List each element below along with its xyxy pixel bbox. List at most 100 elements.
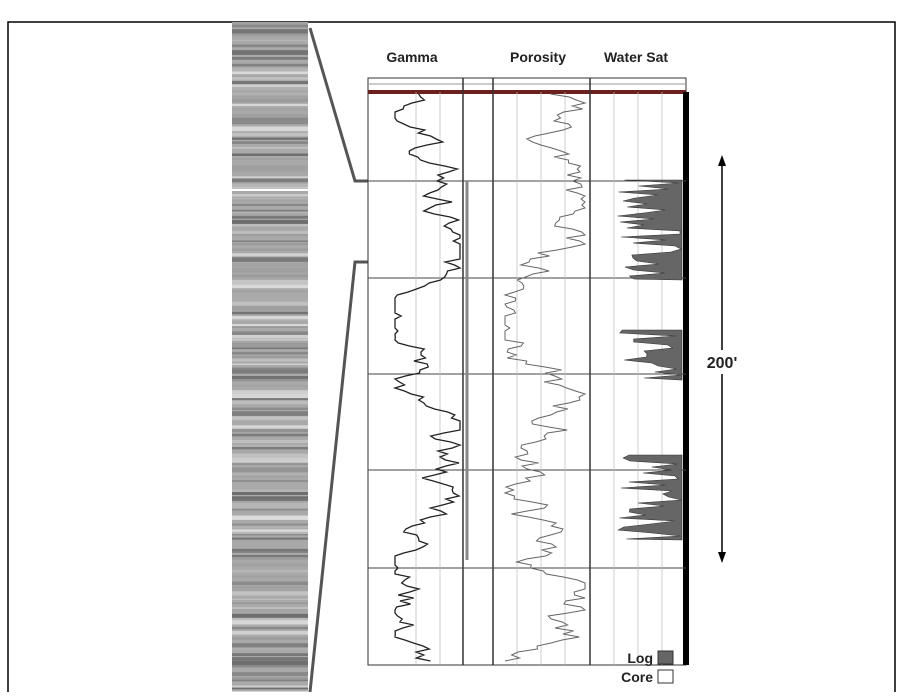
core-band	[232, 394, 308, 398]
log-panel	[368, 78, 686, 665]
core-band	[232, 343, 308, 348]
core-band	[232, 268, 308, 273]
core-band	[232, 609, 308, 612]
core-band	[232, 599, 308, 600]
core-band	[232, 637, 308, 640]
core-band	[232, 379, 308, 381]
core-band	[232, 588, 308, 591]
core-band	[232, 87, 308, 90]
core-band	[232, 607, 308, 609]
core-band	[232, 454, 308, 459]
core-band	[232, 509, 308, 510]
core-band	[232, 108, 308, 111]
core-band	[232, 319, 308, 321]
core-band	[232, 359, 308, 362]
core-band	[232, 231, 308, 235]
core-band	[232, 154, 308, 156]
core-band	[232, 93, 308, 95]
core-band	[232, 170, 308, 172]
core-band	[232, 440, 308, 443]
track-title: Water Sat	[604, 49, 668, 65]
core-band	[232, 280, 308, 285]
core-band	[232, 648, 308, 650]
core-band	[232, 551, 308, 553]
core-band	[232, 549, 308, 551]
core-band	[232, 492, 308, 495]
core-band	[232, 243, 308, 244]
core-band	[232, 411, 308, 416]
core-band	[232, 57, 308, 60]
core-band	[232, 285, 308, 289]
core-band	[232, 114, 308, 117]
core-band	[232, 99, 308, 103]
core-band	[232, 178, 308, 182]
core-band	[232, 458, 308, 461]
core-band	[232, 96, 308, 97]
core-band	[232, 398, 308, 400]
core-band	[232, 534, 308, 535]
core-band	[232, 50, 308, 55]
core-band	[232, 614, 308, 618]
core-band	[232, 312, 308, 314]
core-band	[232, 643, 308, 647]
core-band	[232, 291, 308, 292]
core-band	[232, 234, 308, 235]
core-band	[232, 335, 308, 338]
page: Gamma Porosity Water Sat 200' Log Core (…	[0, 0, 902, 697]
core-band	[232, 75, 308, 77]
core-band	[232, 69, 308, 71]
core-band	[232, 25, 308, 28]
core-band	[232, 499, 308, 501]
core-band	[232, 220, 308, 224]
core-band	[232, 257, 308, 262]
core-band	[232, 429, 308, 432]
core-band	[232, 77, 308, 79]
core-band	[232, 570, 308, 572]
core-band	[232, 322, 308, 324]
core-band	[232, 212, 308, 213]
core-band	[232, 64, 308, 67]
core-band	[232, 542, 308, 545]
core-band	[232, 165, 308, 169]
core-band	[232, 434, 308, 437]
legend-swatch	[658, 670, 673, 683]
core-band	[232, 476, 308, 478]
core-band	[232, 657, 308, 660]
core-band	[232, 302, 308, 306]
core-band	[232, 241, 308, 242]
core-band	[232, 200, 308, 201]
core-band	[232, 385, 308, 387]
core-band	[232, 141, 308, 144]
core-band	[232, 210, 308, 212]
core-band	[232, 120, 308, 124]
core-band	[232, 416, 308, 420]
core-band	[232, 224, 308, 226]
core-band	[232, 84, 308, 87]
core-band	[232, 526, 308, 528]
core-band	[232, 420, 308, 422]
core-band	[232, 464, 308, 465]
core-band	[232, 460, 308, 462]
core-photo	[232, 22, 308, 692]
legend-label: Core	[621, 669, 653, 685]
core-band	[232, 447, 308, 450]
core-band	[232, 665, 308, 667]
core-band	[232, 104, 308, 106]
core-band	[232, 326, 308, 328]
core-band	[232, 594, 308, 595]
core-band	[232, 620, 308, 624]
core-band	[232, 248, 308, 251]
core-band	[232, 298, 308, 302]
core-band	[232, 356, 308, 357]
core-band	[232, 47, 308, 50]
core-band	[232, 370, 308, 374]
core-band	[232, 176, 308, 178]
core-band	[232, 677, 308, 681]
core-band	[232, 253, 308, 256]
core-band	[232, 29, 308, 34]
core-band	[232, 660, 308, 665]
core-band	[232, 126, 308, 131]
core-band	[232, 352, 308, 355]
core-band	[232, 485, 308, 487]
core-band	[232, 158, 308, 159]
